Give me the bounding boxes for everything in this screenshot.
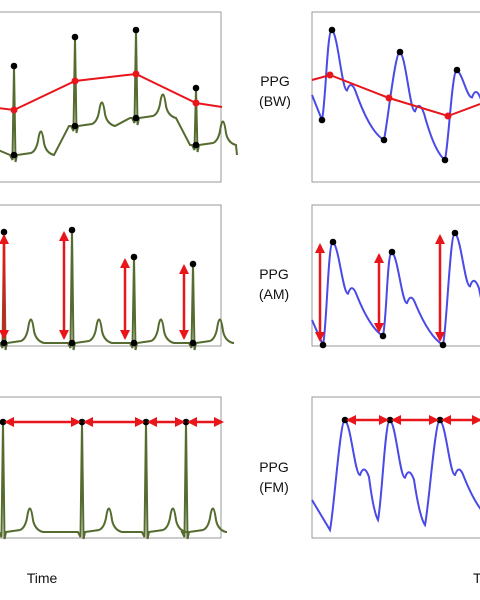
waveforms [0, 26, 480, 540]
ppg-panel-bw [311, 11, 480, 183]
marker-dot [132, 114, 140, 122]
ppg-panel-am [311, 204, 480, 347]
axis-label: Time [27, 570, 58, 586]
ppg-wave [311, 418, 480, 533]
ecg-wave [0, 421, 227, 540]
ecg-wave [0, 29, 238, 163]
panel-label: PPG [260, 73, 290, 89]
marker-dot [329, 238, 337, 246]
ecg-panel-bw [0, 11, 222, 183]
marker-dot [71, 33, 79, 41]
marker-dot [386, 416, 394, 424]
marker-dot [192, 141, 200, 149]
marker-dot [10, 62, 18, 70]
marker-dot [132, 26, 140, 34]
marker-dot [451, 229, 459, 237]
marker-dot [388, 248, 396, 256]
marker-dot [341, 416, 349, 424]
trend-dot [385, 94, 393, 102]
marker-dot [319, 341, 327, 349]
trend-dot [192, 99, 200, 107]
panel-label: (AM) [259, 286, 289, 302]
marker-dot [380, 136, 388, 144]
marker-dot [142, 418, 150, 426]
marker-dot [10, 151, 18, 159]
panel-label: (FM) [259, 479, 289, 495]
marker-dot [130, 339, 138, 347]
marker-dot [379, 332, 387, 340]
marker-dot [318, 116, 326, 124]
panel-labels: PPG (BW) PPG (AM) PPG (FM) [259, 73, 291, 495]
ppg-wave [311, 231, 480, 349]
marker-dot [0, 418, 7, 426]
ecg-panel-am [0, 204, 222, 347]
ppg-panel-fm [311, 396, 480, 539]
ecg-wave [0, 229, 234, 351]
ppg-wave [311, 28, 480, 162]
trend-dot [132, 70, 140, 78]
panel-label: (BW) [259, 93, 291, 109]
marker-dot [71, 122, 79, 130]
marker-dot [189, 339, 197, 347]
marker-dot [439, 341, 447, 349]
marker-dot [436, 416, 444, 424]
trend-dot [444, 112, 452, 120]
axis-label: T [473, 570, 480, 586]
marker-dot [78, 418, 86, 426]
trend-dot [10, 106, 18, 114]
trend-dot [326, 71, 334, 79]
marker-dot [453, 66, 461, 74]
marker-dot [0, 228, 8, 236]
marker-dot [130, 253, 138, 261]
panel-label: PPG [259, 266, 289, 282]
marker-dot [192, 84, 200, 92]
marker-dot [441, 156, 449, 164]
marker-dot [182, 418, 190, 426]
marker-dot [68, 226, 76, 234]
marker-dot [0, 339, 8, 347]
baseline-trend [311, 73, 480, 118]
marker-dot [189, 260, 197, 268]
marker-dot [396, 48, 404, 56]
trend-dot [71, 77, 79, 85]
ecg-panel-fm [0, 396, 222, 539]
baseline-trend [0, 72, 223, 112]
marker-dot [68, 339, 76, 347]
marker-dot [328, 26, 336, 34]
panel-label: PPG [259, 459, 289, 475]
